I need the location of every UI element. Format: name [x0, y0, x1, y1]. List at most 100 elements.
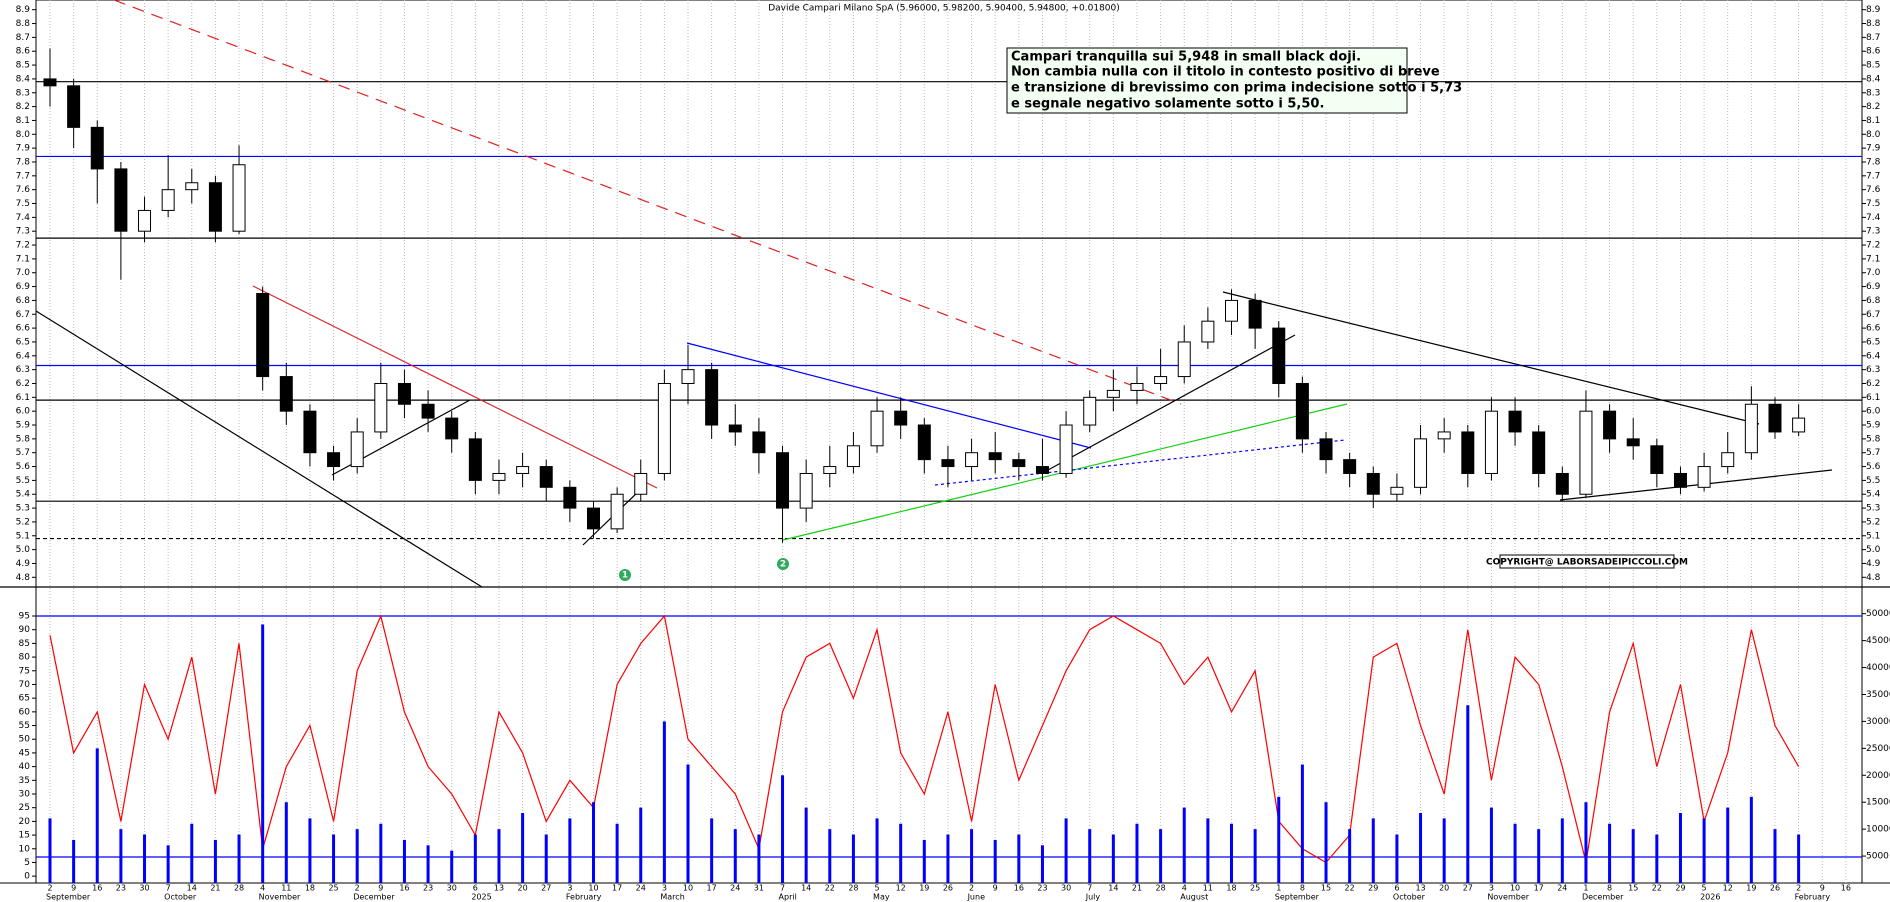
volume-bar [1773, 829, 1777, 883]
volume-bar [1135, 823, 1139, 883]
x-tick-label: 9 [71, 884, 76, 893]
y-tick-label: 6.9 [16, 282, 31, 292]
candle-body [256, 293, 270, 378]
x-tick-label: 17 [1534, 884, 1544, 893]
x-tick-label: 14 [801, 884, 811, 893]
x-month-label: 2026 [1700, 893, 1720, 902]
volume-bar [899, 823, 903, 883]
y-tick-label: 6.6 [1866, 324, 1881, 334]
x-tick-label: 22 [825, 884, 835, 893]
y-tick-label: 8.9 [1866, 5, 1881, 15]
volume-bar [591, 802, 595, 883]
y2-tick-label: 5000 [1866, 852, 1889, 862]
candle-body [90, 126, 104, 170]
volume-bar [662, 721, 666, 883]
candle-body [1508, 410, 1522, 433]
y-tick-label: 7.1 [16, 254, 30, 264]
x-month-label: October [1393, 893, 1426, 902]
volume-bar [1419, 812, 1423, 883]
y-tick-label: 7.7 [16, 171, 30, 181]
x-month-label: November [259, 893, 301, 902]
x-tick-label: 19 [919, 884, 929, 893]
volume-bar [1277, 796, 1281, 883]
y-tick-label: 10 [19, 844, 31, 854]
candle-body [67, 85, 81, 128]
y-tick-label: 7.0 [16, 268, 31, 278]
y-tick-label: 6.7 [16, 310, 30, 320]
y-tick-label: 0 [24, 872, 30, 882]
candle-body [138, 209, 152, 232]
candle-body [468, 438, 482, 481]
x-tick-label: 29 [1368, 884, 1378, 893]
y2-tick-label: 45000 [1866, 636, 1890, 646]
y-tick-label: 5.0 [16, 545, 31, 555]
y-tick-label: 80 [19, 653, 31, 663]
candle-body [657, 382, 671, 474]
x-month-label: March [660, 893, 684, 902]
volume-bar [1088, 829, 1092, 883]
candle-body [303, 410, 317, 454]
y-tick-label: 7.3 [16, 227, 30, 237]
y2-tick-label: 20000 [1866, 771, 1890, 781]
y-tick-label: 7.4 [1866, 213, 1881, 223]
x-tick-label: 30 [139, 884, 149, 893]
x-tick-label: 23 [423, 884, 433, 893]
volume-bar [1017, 834, 1021, 883]
y-tick-label: 8.5 [16, 61, 30, 71]
y-tick-label: 7.6 [16, 185, 31, 195]
volume-bar [48, 818, 52, 883]
x-tick-label: 7 [1087, 884, 1092, 893]
candle-body [1130, 382, 1144, 391]
x-tick-label: 29 [1675, 884, 1685, 893]
x-month-label: June [967, 893, 986, 902]
x-tick-label: 17 [707, 884, 717, 893]
y-tick-label: 7.3 [1866, 227, 1880, 237]
x-tick-label: 16 [1014, 884, 1024, 893]
y-tick-label: 8.4 [1866, 74, 1881, 84]
candle-body [1579, 410, 1593, 495]
y-tick-label: 8.6 [16, 47, 31, 57]
candle-body [161, 189, 175, 211]
y-tick-label: 8.6 [1866, 47, 1881, 57]
volume-bar [1300, 764, 1304, 883]
volume-bar [1560, 818, 1564, 883]
y-tick-label: 6.0 [1866, 407, 1881, 417]
y-tick-label: 5.6 [16, 462, 31, 472]
candle-body [681, 369, 695, 384]
volume-bar [1466, 705, 1470, 883]
volume-bar [1584, 802, 1588, 883]
volume-bar [1513, 823, 1517, 883]
y-tick-label: 6.7 [1866, 310, 1880, 320]
volume-bar [1608, 823, 1612, 883]
y-tick-label: 5.8 [16, 434, 31, 444]
candle-body [232, 164, 246, 232]
x-month-label: September [1275, 893, 1320, 902]
y2-tick-label: 10000 [1866, 825, 1890, 835]
candle-body [1721, 452, 1735, 468]
volume-bar [733, 829, 737, 883]
candle-body [539, 466, 553, 488]
volume-bar [1797, 834, 1801, 883]
x-tick-label: 1 [1276, 884, 1281, 893]
candle-body [728, 424, 742, 433]
volume-bar [568, 818, 572, 883]
y2-tick-label: 25000 [1866, 744, 1890, 754]
y-tick-label: 8.3 [16, 88, 30, 98]
candle-body [1650, 445, 1664, 474]
y-tick-label: 5.0 [1866, 545, 1881, 555]
y-tick-label: 5.3 [16, 504, 30, 514]
volume-bar [1324, 802, 1328, 883]
y-tick-label: 5.4 [1866, 490, 1881, 500]
volume-bar [1537, 829, 1541, 883]
annotation-line: Campari tranquilla sui 5,948 in small bl… [1011, 50, 1361, 65]
x-tick-label: 19 [1746, 884, 1756, 893]
candle-body [1390, 486, 1404, 495]
y-tick-label: 8.8 [1866, 19, 1881, 29]
x-tick-label: 23 [1037, 884, 1047, 893]
copyright: COPYRIGHT@ LABORSADEIPICCOLI.COM [1486, 558, 1688, 568]
x-tick-label: 30 [1061, 884, 1071, 893]
x-tick-label: 2 [355, 884, 360, 893]
y-tick-label: 7.5 [1866, 199, 1880, 209]
